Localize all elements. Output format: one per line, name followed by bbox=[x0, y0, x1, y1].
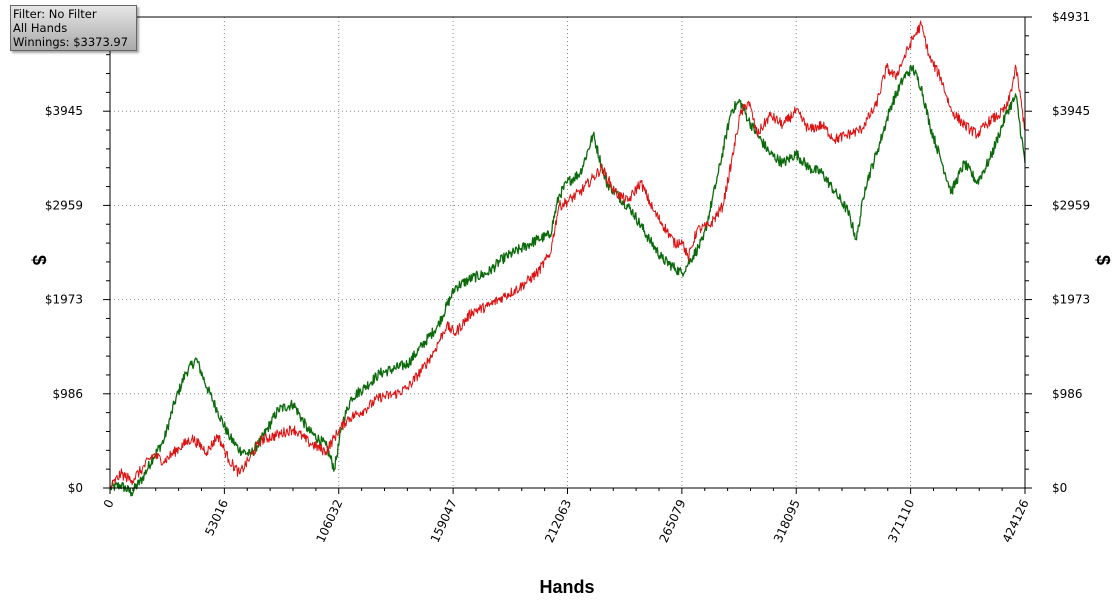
y-tick-label-left: $2959 bbox=[45, 198, 83, 212]
filter-text: Filter: No Filter bbox=[13, 7, 97, 21]
x-tick-label: 265079 bbox=[657, 497, 689, 544]
red-series-line bbox=[109, 20, 1026, 489]
winnings-text: Winnings: $3373.97 bbox=[13, 35, 129, 49]
y-axis-title-right: $ bbox=[1093, 255, 1113, 265]
x-tick-label: 159047 bbox=[428, 497, 460, 544]
x-axis-title: Hands bbox=[539, 577, 594, 597]
x-tick-label: 106032 bbox=[313, 497, 345, 544]
x-tick-label: 0 bbox=[101, 497, 117, 510]
y-tick-label-right: $2959 bbox=[1052, 198, 1090, 212]
x-tick-label: 424126 bbox=[1000, 497, 1032, 544]
y-tick-label-right: $986 bbox=[1052, 387, 1083, 401]
x-tick-label: 212063 bbox=[542, 497, 574, 544]
x-tick-label: 318095 bbox=[771, 497, 803, 544]
y-tick-label-left: $1973 bbox=[45, 293, 83, 307]
y-tick-label-right: $1973 bbox=[1052, 293, 1090, 307]
series-layer bbox=[109, 20, 1026, 497]
y-tick-label-right: $0 bbox=[1052, 481, 1067, 495]
hands-text: All Hands bbox=[13, 21, 68, 35]
y-tick-label-right: $3945 bbox=[1052, 104, 1090, 118]
y-tick-label-right: $4931 bbox=[1052, 10, 1090, 24]
ticks bbox=[103, 16, 1032, 494]
grid-lines bbox=[110, 17, 1025, 488]
y-tick-label-left: $3945 bbox=[45, 104, 83, 118]
y-axis-title-left: $ bbox=[29, 255, 49, 265]
x-tick-label: 371110 bbox=[885, 497, 917, 544]
y-tick-label-left: $0 bbox=[68, 481, 83, 495]
x-tick-label: 53016 bbox=[202, 497, 231, 538]
y-tick-label-left: $986 bbox=[52, 387, 83, 401]
filter-info-box: Filter: No Filter All Hands Winnings: $3… bbox=[10, 5, 137, 51]
